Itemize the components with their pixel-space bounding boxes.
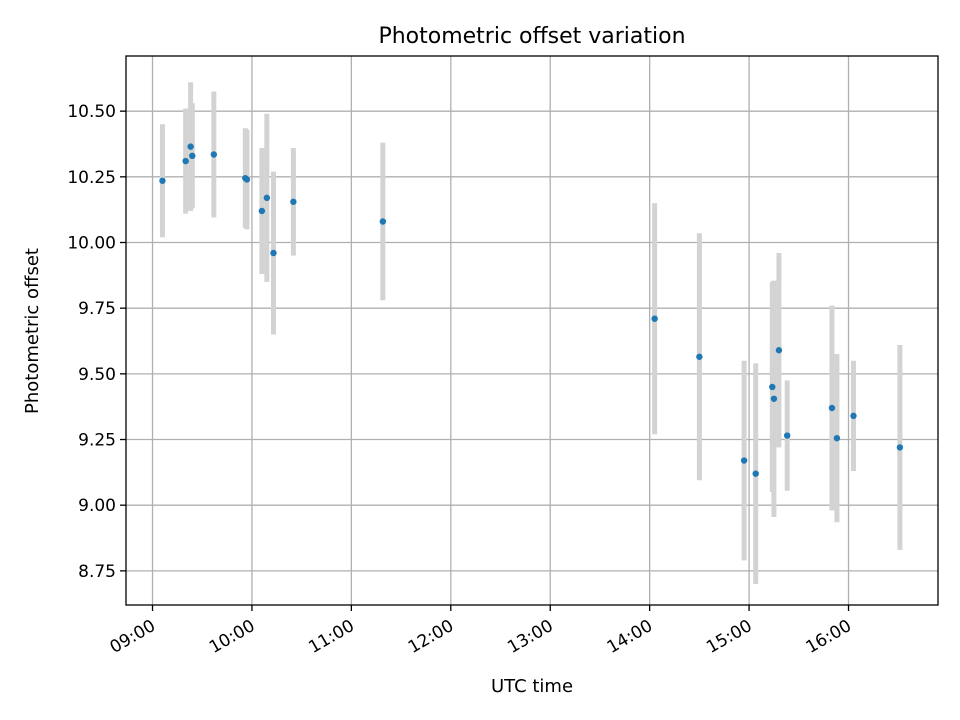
- x-tick-label: 09:00: [107, 616, 159, 658]
- x-axis-ticks: 09:00 10:00 11:00 12:00 13:00 14:00 15:00 16:00: [107, 605, 855, 658]
- data-point: [187, 143, 194, 150]
- data-point: [696, 353, 703, 360]
- data-point: [752, 470, 759, 477]
- plot-frame: [125, 55, 939, 606]
- y-axis-ticks: 8.75 9.00 9.25 9.50 9.75 10.00 10.25 10.50: [67, 102, 126, 582]
- data-point: [263, 194, 271, 202]
- y-tick-label: 9.75: [78, 299, 116, 319]
- chart-title: Photometric offset variation: [378, 24, 685, 49]
- data-point: [770, 395, 778, 402]
- data-point: [833, 434, 841, 442]
- y-tick-label: 9.00: [78, 496, 116, 516]
- y-tick-label: 9.50: [78, 365, 116, 385]
- y-tick-label: 9.25: [78, 431, 116, 451]
- data-point: [769, 383, 776, 391]
- data-point: [379, 218, 387, 225]
- y-axis-label: Photometric offset: [22, 248, 43, 414]
- x-tick-label: 14:00: [604, 616, 656, 658]
- error-bars: [159, 82, 903, 584]
- data-point: [850, 412, 857, 420]
- data-points: [159, 143, 904, 477]
- data-point: [182, 157, 189, 165]
- grid: [126, 56, 938, 605]
- data-point: [210, 151, 218, 158]
- data-point: [775, 347, 783, 354]
- x-tick-label: 12:00: [405, 616, 457, 658]
- x-tick-label: 10:00: [206, 616, 258, 658]
- x-tick-label: 16:00: [803, 616, 855, 658]
- data-point: [651, 315, 658, 322]
- data-point: [740, 457, 748, 464]
- data-point: [784, 432, 791, 439]
- data-point: [243, 176, 251, 183]
- data-point: [189, 152, 196, 160]
- x-tick-label: 13:00: [504, 616, 556, 658]
- x-tick-label: 15:00: [703, 616, 755, 658]
- y-tick-label: 10.00: [67, 234, 116, 254]
- data-point: [270, 249, 277, 257]
- data-point: [258, 207, 266, 215]
- y-tick-label: 10.25: [67, 168, 116, 188]
- x-tick-label: 11:00: [305, 616, 357, 658]
- data-point: [828, 404, 836, 412]
- data-point: [159, 177, 166, 184]
- x-axis-label: UTC time: [491, 676, 573, 697]
- data-point: [290, 198, 297, 205]
- y-tick-label: 8.75: [78, 562, 116, 582]
- data-point: [896, 444, 904, 451]
- y-tick-label: 10.50: [67, 102, 116, 122]
